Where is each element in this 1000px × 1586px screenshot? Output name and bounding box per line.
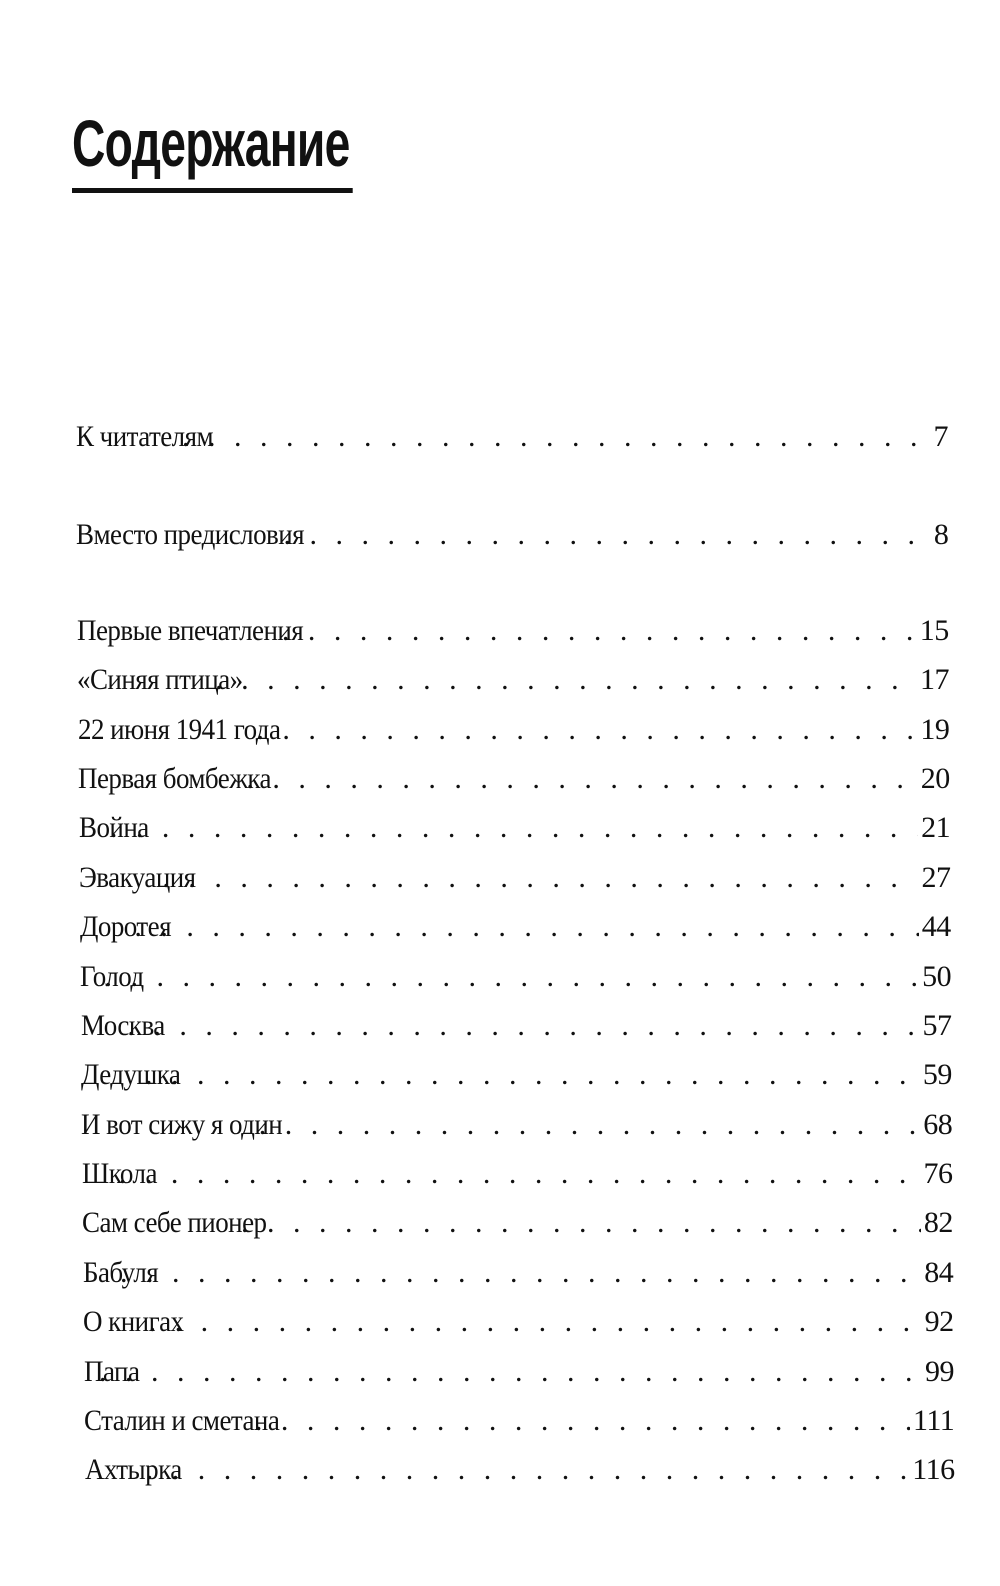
toc-entry-title: Ахтырка bbox=[84, 1453, 182, 1487]
toc-entry: 22 июня 1941 года 19 bbox=[78, 705, 950, 754]
dot-leader bbox=[110, 803, 918, 852]
dot-leader bbox=[246, 754, 917, 803]
toc-entry-page: 92 bbox=[924, 1305, 955, 1339]
toc-entry: Ахтырка 116 bbox=[84, 1445, 956, 1494]
toc-entry: Бабуля 84 bbox=[83, 1248, 954, 1297]
toc-entry-title: Школа bbox=[81, 1157, 157, 1191]
toc-entry: К читателям 7 bbox=[76, 412, 948, 461]
toc-entry-title: Голод bbox=[80, 959, 144, 993]
toc-entry-title: «Синяя птица» bbox=[77, 663, 243, 697]
toc-entry-page: 76 bbox=[923, 1157, 954, 1191]
toc-entry-page: 50 bbox=[922, 959, 952, 993]
toc-entry-page: 19 bbox=[920, 712, 950, 746]
toc-entry: Дедушка 59 bbox=[81, 1050, 952, 1099]
toc-entry: О книгах 92 bbox=[83, 1297, 955, 1346]
toc-entry: «Синяя птица» 17 bbox=[77, 655, 949, 704]
toc-entry: И вот сижу я один 68 bbox=[81, 1100, 952, 1149]
toc-entry-page: 82 bbox=[923, 1206, 954, 1240]
dot-leader bbox=[99, 1347, 922, 1396]
dot-leader bbox=[120, 1248, 921, 1297]
toc-entry-page: 44 bbox=[921, 910, 952, 944]
dot-leader bbox=[284, 510, 931, 559]
toc-entry-page: 7 bbox=[933, 420, 949, 453]
dot-leader bbox=[182, 412, 931, 461]
toc-entry-page: 68 bbox=[923, 1107, 953, 1141]
toc-entry: Сталин и сметана 111 bbox=[84, 1396, 955, 1445]
table-of-contents: К читателям 7 Вместо предисловия 8 Первые вп… bbox=[76, 412, 955, 1495]
dot-leader bbox=[241, 1198, 921, 1247]
dot-leader bbox=[146, 1445, 909, 1494]
toc-entry-title: Война bbox=[78, 811, 149, 845]
dot-leader bbox=[256, 705, 917, 754]
toc-entry: Голод 50 bbox=[80, 952, 952, 1001]
toc-entry: Война 21 bbox=[78, 803, 951, 852]
toc-entry-page: 59 bbox=[922, 1058, 953, 1092]
dot-leader bbox=[255, 1396, 910, 1445]
toc-entry: Эвакуация 27 bbox=[79, 853, 951, 902]
toc-entry-title: Москва bbox=[80, 1008, 165, 1042]
toc-entry-title: Первая бомбежка bbox=[78, 761, 272, 795]
toc-entry-title: Доротея bbox=[79, 910, 172, 944]
toc-entry-page: 17 bbox=[920, 663, 950, 697]
toc-entry: Первая бомбежка 20 bbox=[78, 754, 950, 803]
toc-entry-title: Сталин и сметана bbox=[84, 1404, 280, 1438]
toc-entry-page: 99 bbox=[924, 1354, 955, 1388]
toc-entry: Доротея 44 bbox=[79, 902, 952, 951]
dot-leader bbox=[149, 1297, 922, 1346]
toc-entry-page: 15 bbox=[919, 613, 950, 647]
toc-entry-title: О книгах bbox=[83, 1305, 184, 1339]
toc-entry-page: 20 bbox=[920, 761, 951, 795]
dot-leader bbox=[127, 1001, 919, 1050]
toc-entry: Вместо предисловия 8 bbox=[76, 510, 948, 559]
dot-leader bbox=[119, 1149, 921, 1198]
dot-leader bbox=[104, 952, 919, 1001]
toc-entry: Папа 99 bbox=[83, 1347, 955, 1396]
toc-entry-page: 21 bbox=[921, 811, 951, 845]
toc-entry-page: 8 bbox=[933, 518, 949, 552]
toc-entry: Москва 57 bbox=[80, 1001, 953, 1050]
toc-entry-title: 22 июня 1941 года bbox=[77, 712, 281, 746]
toc-entry-page: 116 bbox=[912, 1453, 955, 1487]
dot-leader bbox=[162, 853, 918, 902]
toc-entry-page: 27 bbox=[921, 860, 951, 894]
toc-entry-title: Сам себе пионер bbox=[82, 1206, 267, 1240]
toc-entry-page: 111 bbox=[913, 1404, 955, 1438]
toc-entry-title: Первые впечатления bbox=[76, 613, 304, 647]
dot-leader bbox=[134, 902, 918, 951]
toc-entry-title: Бабуля bbox=[82, 1255, 159, 1289]
toc-entry-title: Вместо предисловия bbox=[76, 518, 305, 552]
dot-leader bbox=[259, 1100, 920, 1149]
dot-leader bbox=[282, 606, 917, 655]
toc-entry-page: 57 bbox=[922, 1008, 953, 1042]
toc-entry: Сам себе пионер 82 bbox=[82, 1198, 953, 1247]
toc-entry-title: И вот сижу я один bbox=[81, 1107, 283, 1141]
toc-entry-title: К читателям bbox=[76, 420, 214, 453]
toc-entry: Школа 76 bbox=[82, 1149, 953, 1198]
toc-entry-title: Дедушка bbox=[80, 1058, 181, 1092]
dot-leader bbox=[145, 1050, 920, 1099]
toc-entry: Первые впечатления 15 bbox=[77, 606, 949, 655]
toc-entry-page: 84 bbox=[924, 1255, 954, 1289]
toc-entry-title: Папа bbox=[83, 1354, 140, 1388]
dot-leader bbox=[215, 655, 917, 704]
page-title: Содержание bbox=[72, 98, 353, 193]
toc-entry-title: Эвакуация bbox=[79, 860, 196, 894]
